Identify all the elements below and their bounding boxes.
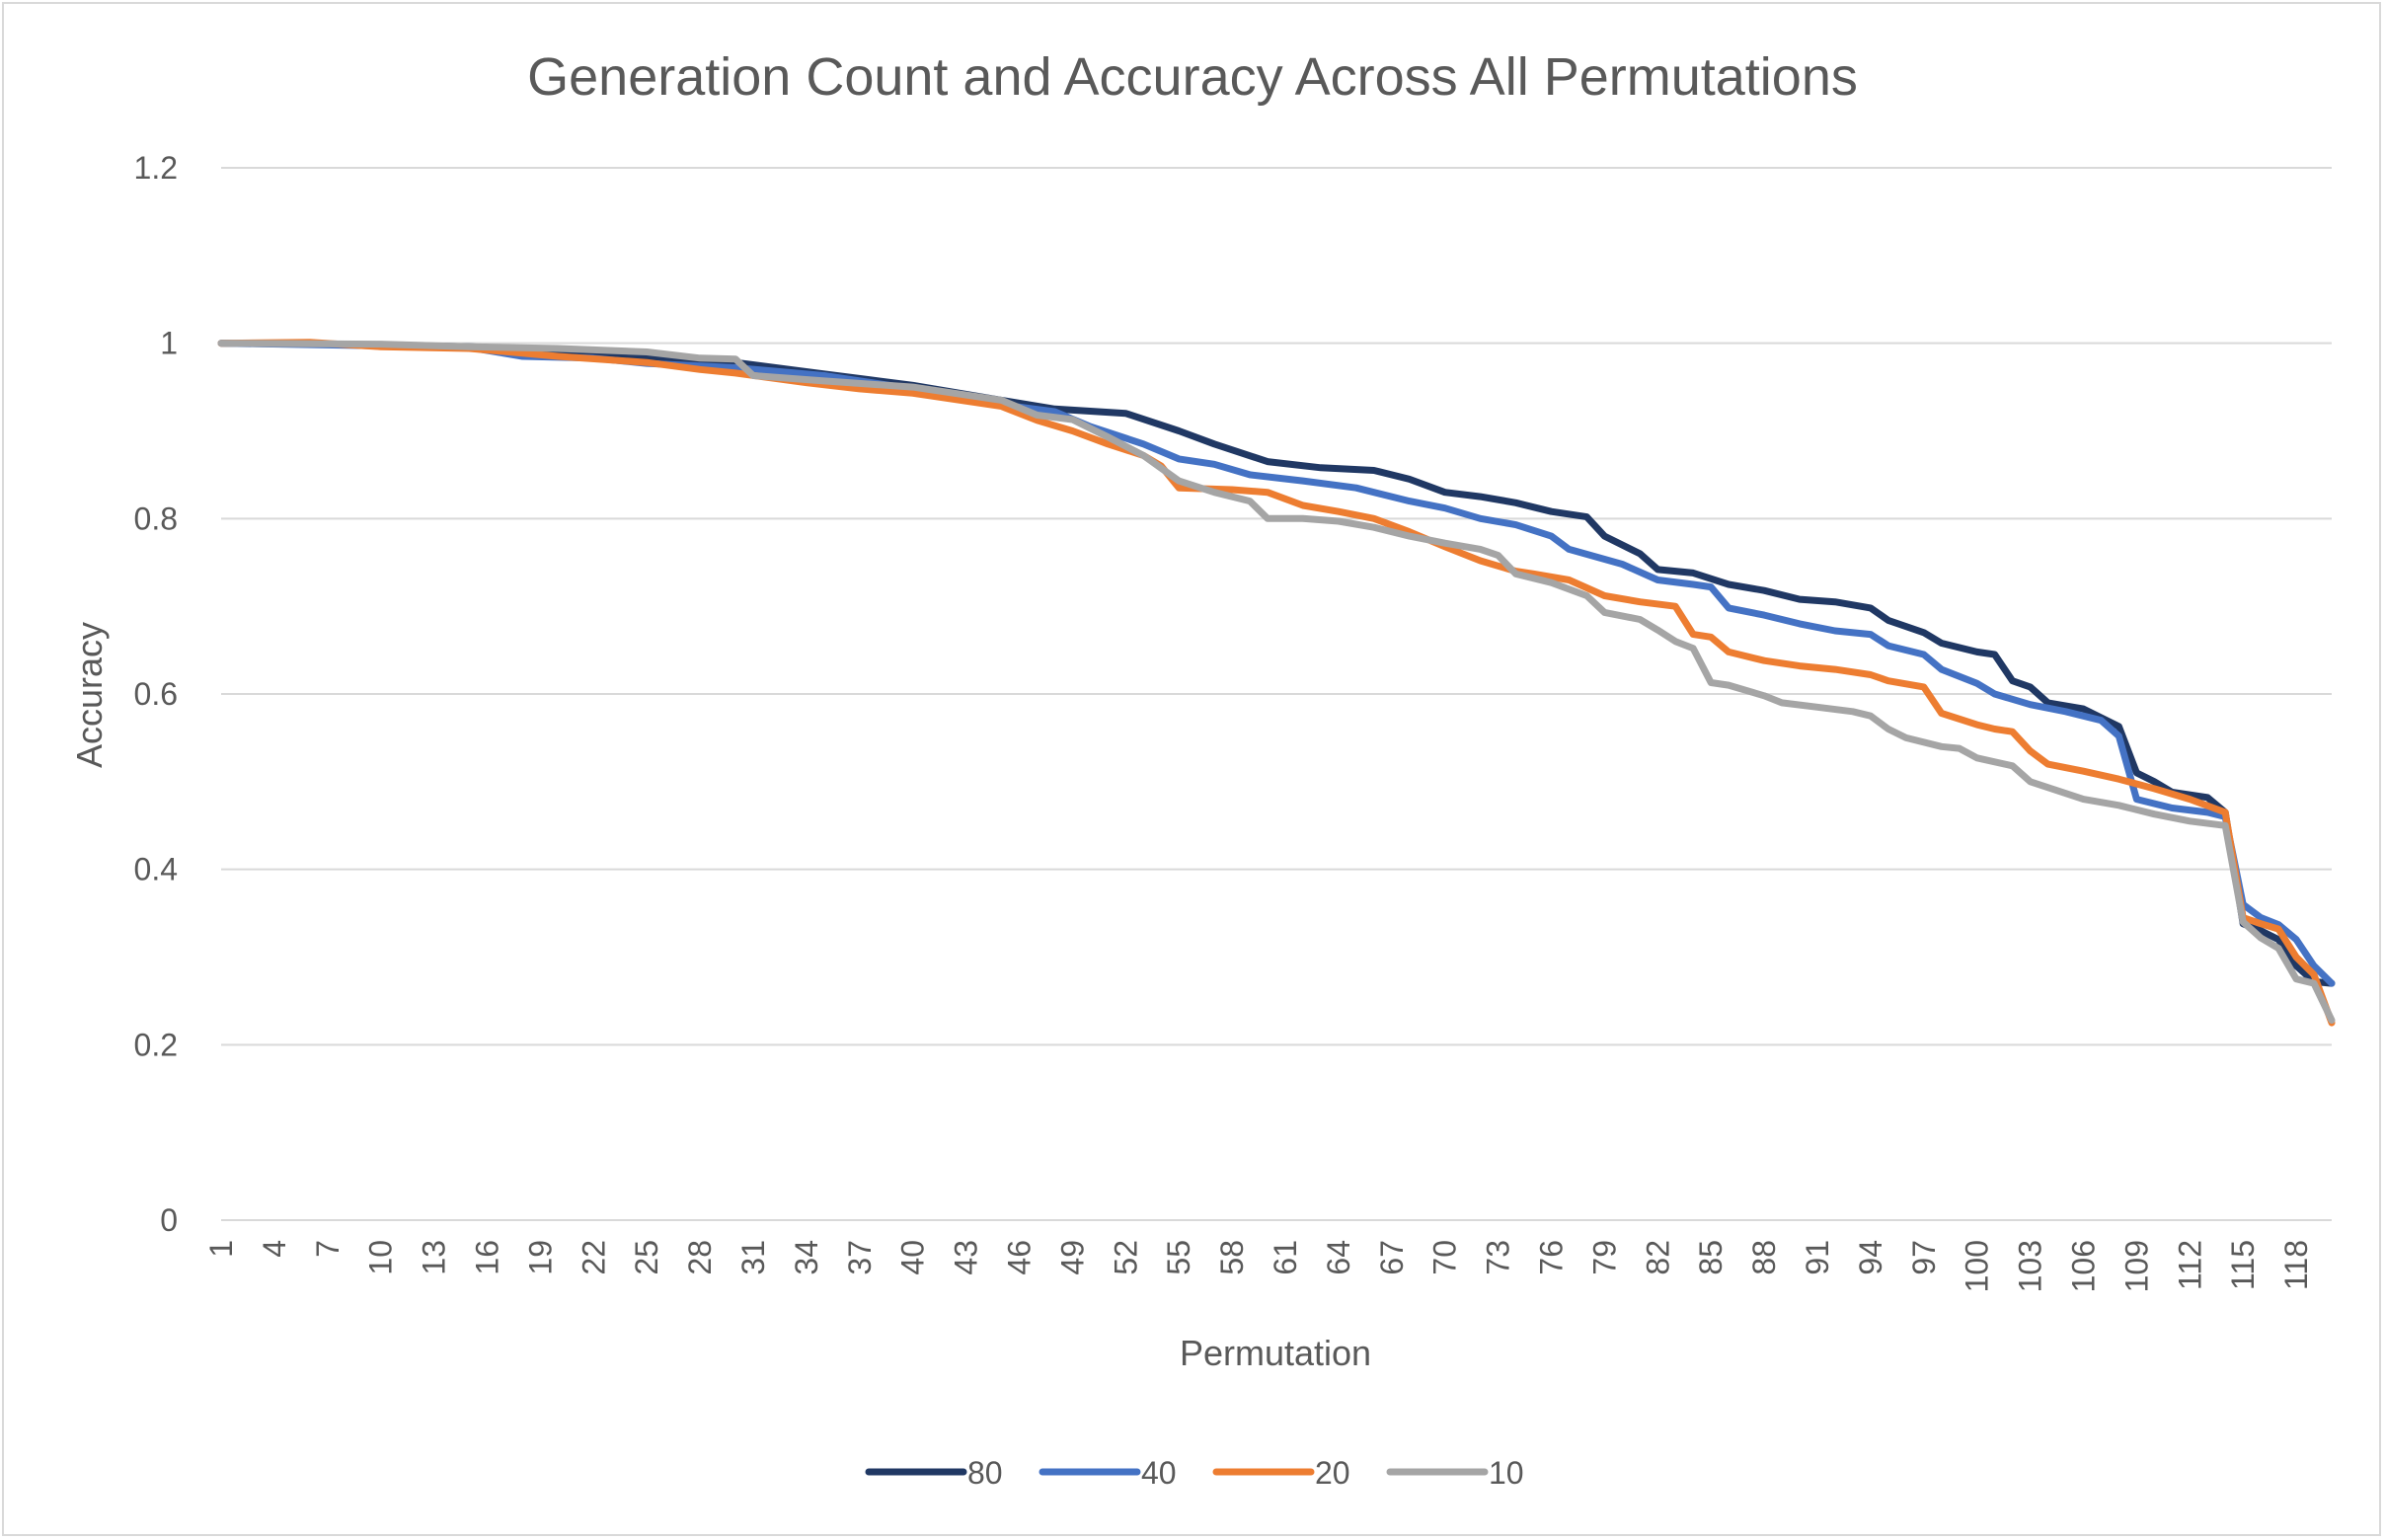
y-tick-label: 0.6 xyxy=(134,676,178,712)
x-axis-label: Permutation xyxy=(1180,1333,1371,1373)
series-line-40 xyxy=(217,340,2336,987)
x-tick-label: 88 xyxy=(1746,1240,1782,1275)
series-lines xyxy=(217,339,2336,1027)
x-tick-label: 70 xyxy=(1427,1240,1463,1275)
x-tick-label: 34 xyxy=(789,1240,824,1275)
x-tick-label: 31 xyxy=(735,1240,771,1275)
x-tick-label: 4 xyxy=(257,1240,292,1258)
x-tick-label: 112 xyxy=(2172,1240,2207,1290)
legend: 80 40 20 10 xyxy=(865,1455,1524,1491)
x-tick-label: 106 xyxy=(2065,1240,2101,1292)
x-tick-label: 16 xyxy=(469,1240,504,1275)
y-tick-label: 1 xyxy=(160,326,178,361)
x-tick-label: 97 xyxy=(1906,1240,1942,1275)
x-tick-label: 109 xyxy=(2118,1240,2154,1292)
x-tick-label: 94 xyxy=(1853,1240,1888,1275)
legend-label-40: 40 xyxy=(1141,1455,1177,1491)
x-axis-ticks: 1 4 7 10 13 16 19 22 25 28 31 34 37 40 43 46 49 52 55 58 61 6… xyxy=(203,1240,2314,1292)
x-tick-label: 7 xyxy=(310,1240,346,1258)
x-tick-label: 46 xyxy=(1001,1240,1037,1275)
x-tick-label: 85 xyxy=(1693,1240,1729,1275)
x-tick-label: 100 xyxy=(1960,1240,1995,1292)
y-tick-label: 0.4 xyxy=(134,852,178,887)
x-tick-label: 61 xyxy=(1268,1240,1303,1275)
series-line-10 xyxy=(217,340,2336,1024)
x-tick-label: 52 xyxy=(1108,1240,1143,1275)
x-tick-label: 49 xyxy=(1054,1240,1090,1275)
x-tick-label: 58 xyxy=(1214,1240,1250,1275)
x-tick-label: 82 xyxy=(1640,1240,1675,1275)
x-tick-label: 64 xyxy=(1321,1240,1356,1275)
x-tick-label: 25 xyxy=(629,1240,664,1275)
y-axis-label: Accuracy xyxy=(69,622,110,768)
x-tick-label: 91 xyxy=(1800,1240,1835,1275)
x-tick-label: 55 xyxy=(1161,1240,1196,1275)
chart-title: Generation Count and Accuracy Across All… xyxy=(527,47,1858,107)
x-tick-label: 79 xyxy=(1586,1240,1622,1275)
series-line-20 xyxy=(217,339,2336,1027)
x-tick-label: 40 xyxy=(895,1240,931,1275)
x-tick-label: 37 xyxy=(842,1240,878,1275)
legend-label-20: 20 xyxy=(1315,1455,1350,1491)
x-tick-label: 115 xyxy=(2225,1240,2261,1290)
x-tick-label: 76 xyxy=(1533,1240,1569,1275)
x-tick-label: 73 xyxy=(1481,1240,1516,1275)
x-tick-label: 22 xyxy=(576,1240,611,1275)
x-tick-label: 1 xyxy=(203,1240,239,1258)
x-tick-label: 118 xyxy=(2278,1240,2314,1290)
y-axis-ticks: 0 0.2 0.4 0.6 0.8 1 1.2 xyxy=(134,150,178,1238)
series-line-80 xyxy=(217,340,2336,987)
gridlines xyxy=(221,167,2332,1221)
x-tick-label: 28 xyxy=(682,1240,718,1275)
y-tick-label: 0.8 xyxy=(134,500,178,536)
legend-label-10: 10 xyxy=(1489,1455,1524,1491)
legend-label-80: 80 xyxy=(967,1455,1003,1491)
y-tick-label: 0 xyxy=(160,1202,178,1238)
x-tick-label: 103 xyxy=(2013,1240,2048,1292)
x-tick-label: 19 xyxy=(522,1240,558,1275)
x-tick-label: 10 xyxy=(363,1240,399,1275)
y-tick-label: 1.2 xyxy=(134,150,178,186)
x-tick-label: 67 xyxy=(1374,1240,1410,1275)
x-tick-label: 13 xyxy=(417,1240,452,1275)
y-tick-label: 0.2 xyxy=(134,1027,178,1062)
x-tick-label: 43 xyxy=(949,1240,984,1275)
